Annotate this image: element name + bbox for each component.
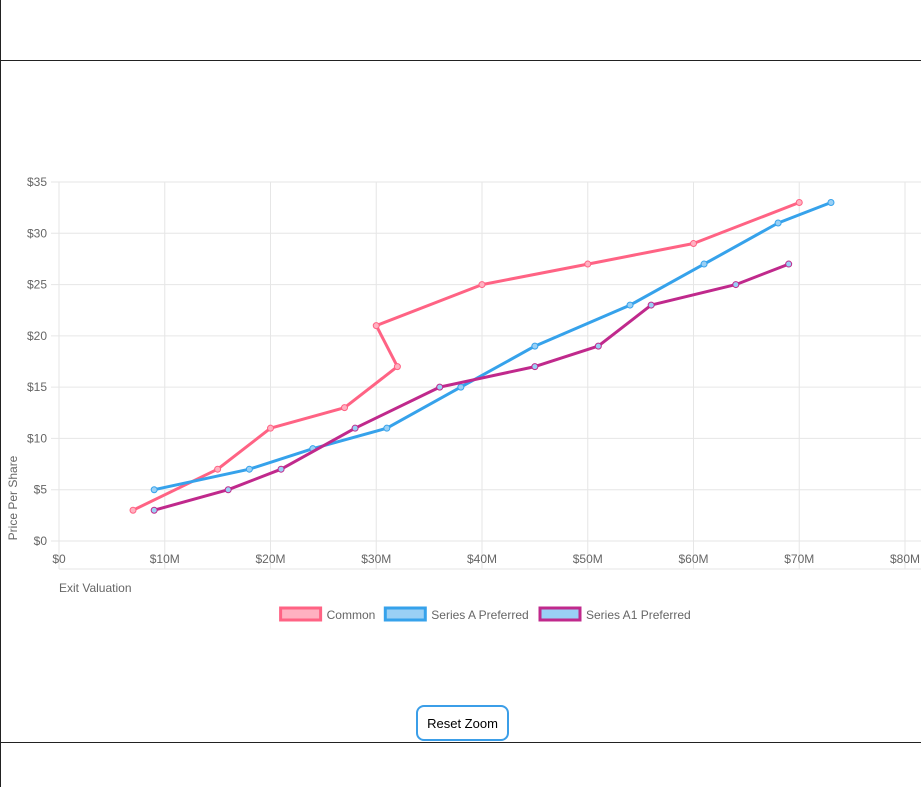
- data-point: [245, 465, 253, 473]
- data-point: [277, 465, 285, 473]
- y-axis-ticks: $0 $5 $10 $15 $20 $25 $30 $35: [27, 175, 47, 548]
- legend-item[interactable]: Series A1 Preferred: [538, 606, 691, 622]
- x-tick-label: $60M: [678, 552, 708, 566]
- line-chart[interactable]: $0 $5 $10 $15 $20 $25 $30 $35 $0 $10M $20M $30M $40…: [0, 170, 921, 630]
- data-point: [732, 281, 740, 289]
- left-border: [0, 0, 1, 787]
- y-axis-title: Price Per Share: [6, 455, 20, 540]
- reset-zoom-button[interactable]: Reset Zoom: [416, 705, 509, 741]
- x-tick-label: $50M: [573, 552, 603, 566]
- x-tick-label: $30M: [361, 552, 391, 566]
- y-tick-label: $15: [27, 380, 47, 394]
- data-point: [372, 322, 380, 330]
- x-tick-label: $40M: [467, 552, 497, 566]
- data-point: [383, 424, 391, 432]
- series-line: [132, 201, 800, 512]
- series-common: [129, 199, 803, 514]
- data-point: [795, 199, 803, 207]
- data-point: [150, 486, 158, 494]
- x-tick-label: $20M: [255, 552, 285, 566]
- x-axis-ticks: $0 $10M $20M $30M $40M $50M $60M $70M $80M: [52, 552, 920, 566]
- x-tick-label: $10M: [150, 552, 180, 566]
- y-tick-label: $35: [27, 175, 47, 189]
- data-point: [774, 219, 782, 227]
- series-line: [153, 262, 790, 512]
- data-point: [457, 383, 465, 391]
- legend-label: Series A Preferred: [431, 608, 528, 622]
- x-tick-label: $70M: [784, 552, 814, 566]
- top-border: [0, 60, 921, 61]
- series-lines: [129, 199, 835, 514]
- data-point: [700, 260, 708, 268]
- data-point: [827, 199, 835, 207]
- series-line: [153, 201, 832, 492]
- y-tick-label: $25: [27, 278, 47, 292]
- data-point: [690, 240, 697, 248]
- data-point: [393, 363, 401, 371]
- bottom-border: [0, 742, 921, 743]
- data-point: [531, 363, 539, 371]
- data-point: [531, 342, 539, 350]
- data-point: [341, 404, 349, 412]
- y-tick-label: $0: [34, 534, 48, 548]
- legend-swatch: [538, 606, 582, 622]
- data-point: [785, 260, 793, 268]
- legend-label: Common: [327, 608, 376, 622]
- y-tick-label: $10: [27, 431, 47, 445]
- legend-swatch: [383, 606, 427, 622]
- data-point: [436, 383, 444, 391]
- x-tick-label: $0: [52, 552, 66, 566]
- data-point: [647, 301, 655, 309]
- legend-label: Series A1 Preferred: [586, 608, 691, 622]
- data-point: [584, 260, 592, 268]
- series-series-a1-preferred: [150, 260, 793, 514]
- y-tick-label: $30: [27, 226, 47, 240]
- data-point: [150, 506, 158, 514]
- x-axis-title: Exit Valuation: [59, 581, 132, 595]
- legend-item[interactable]: Series A Preferred: [383, 606, 529, 622]
- data-point: [214, 465, 222, 473]
- data-point: [478, 281, 486, 289]
- legend-swatch: [279, 606, 323, 622]
- data-point: [594, 342, 602, 350]
- series-series-a-preferred: [150, 199, 835, 494]
- data-point: [224, 486, 232, 494]
- x-tick-label: $80M: [890, 552, 920, 566]
- legend-item[interactable]: Common: [279, 606, 376, 622]
- legend: Common Series A Preferred Series A1 Prefer…: [279, 606, 691, 622]
- y-tick-label: $20: [27, 329, 47, 343]
- data-point: [351, 424, 359, 432]
- data-point: [626, 301, 634, 309]
- y-tick-label: $5: [34, 483, 48, 497]
- grid-lines: [51, 181, 921, 570]
- data-point: [129, 506, 137, 514]
- data-point: [267, 424, 274, 432]
